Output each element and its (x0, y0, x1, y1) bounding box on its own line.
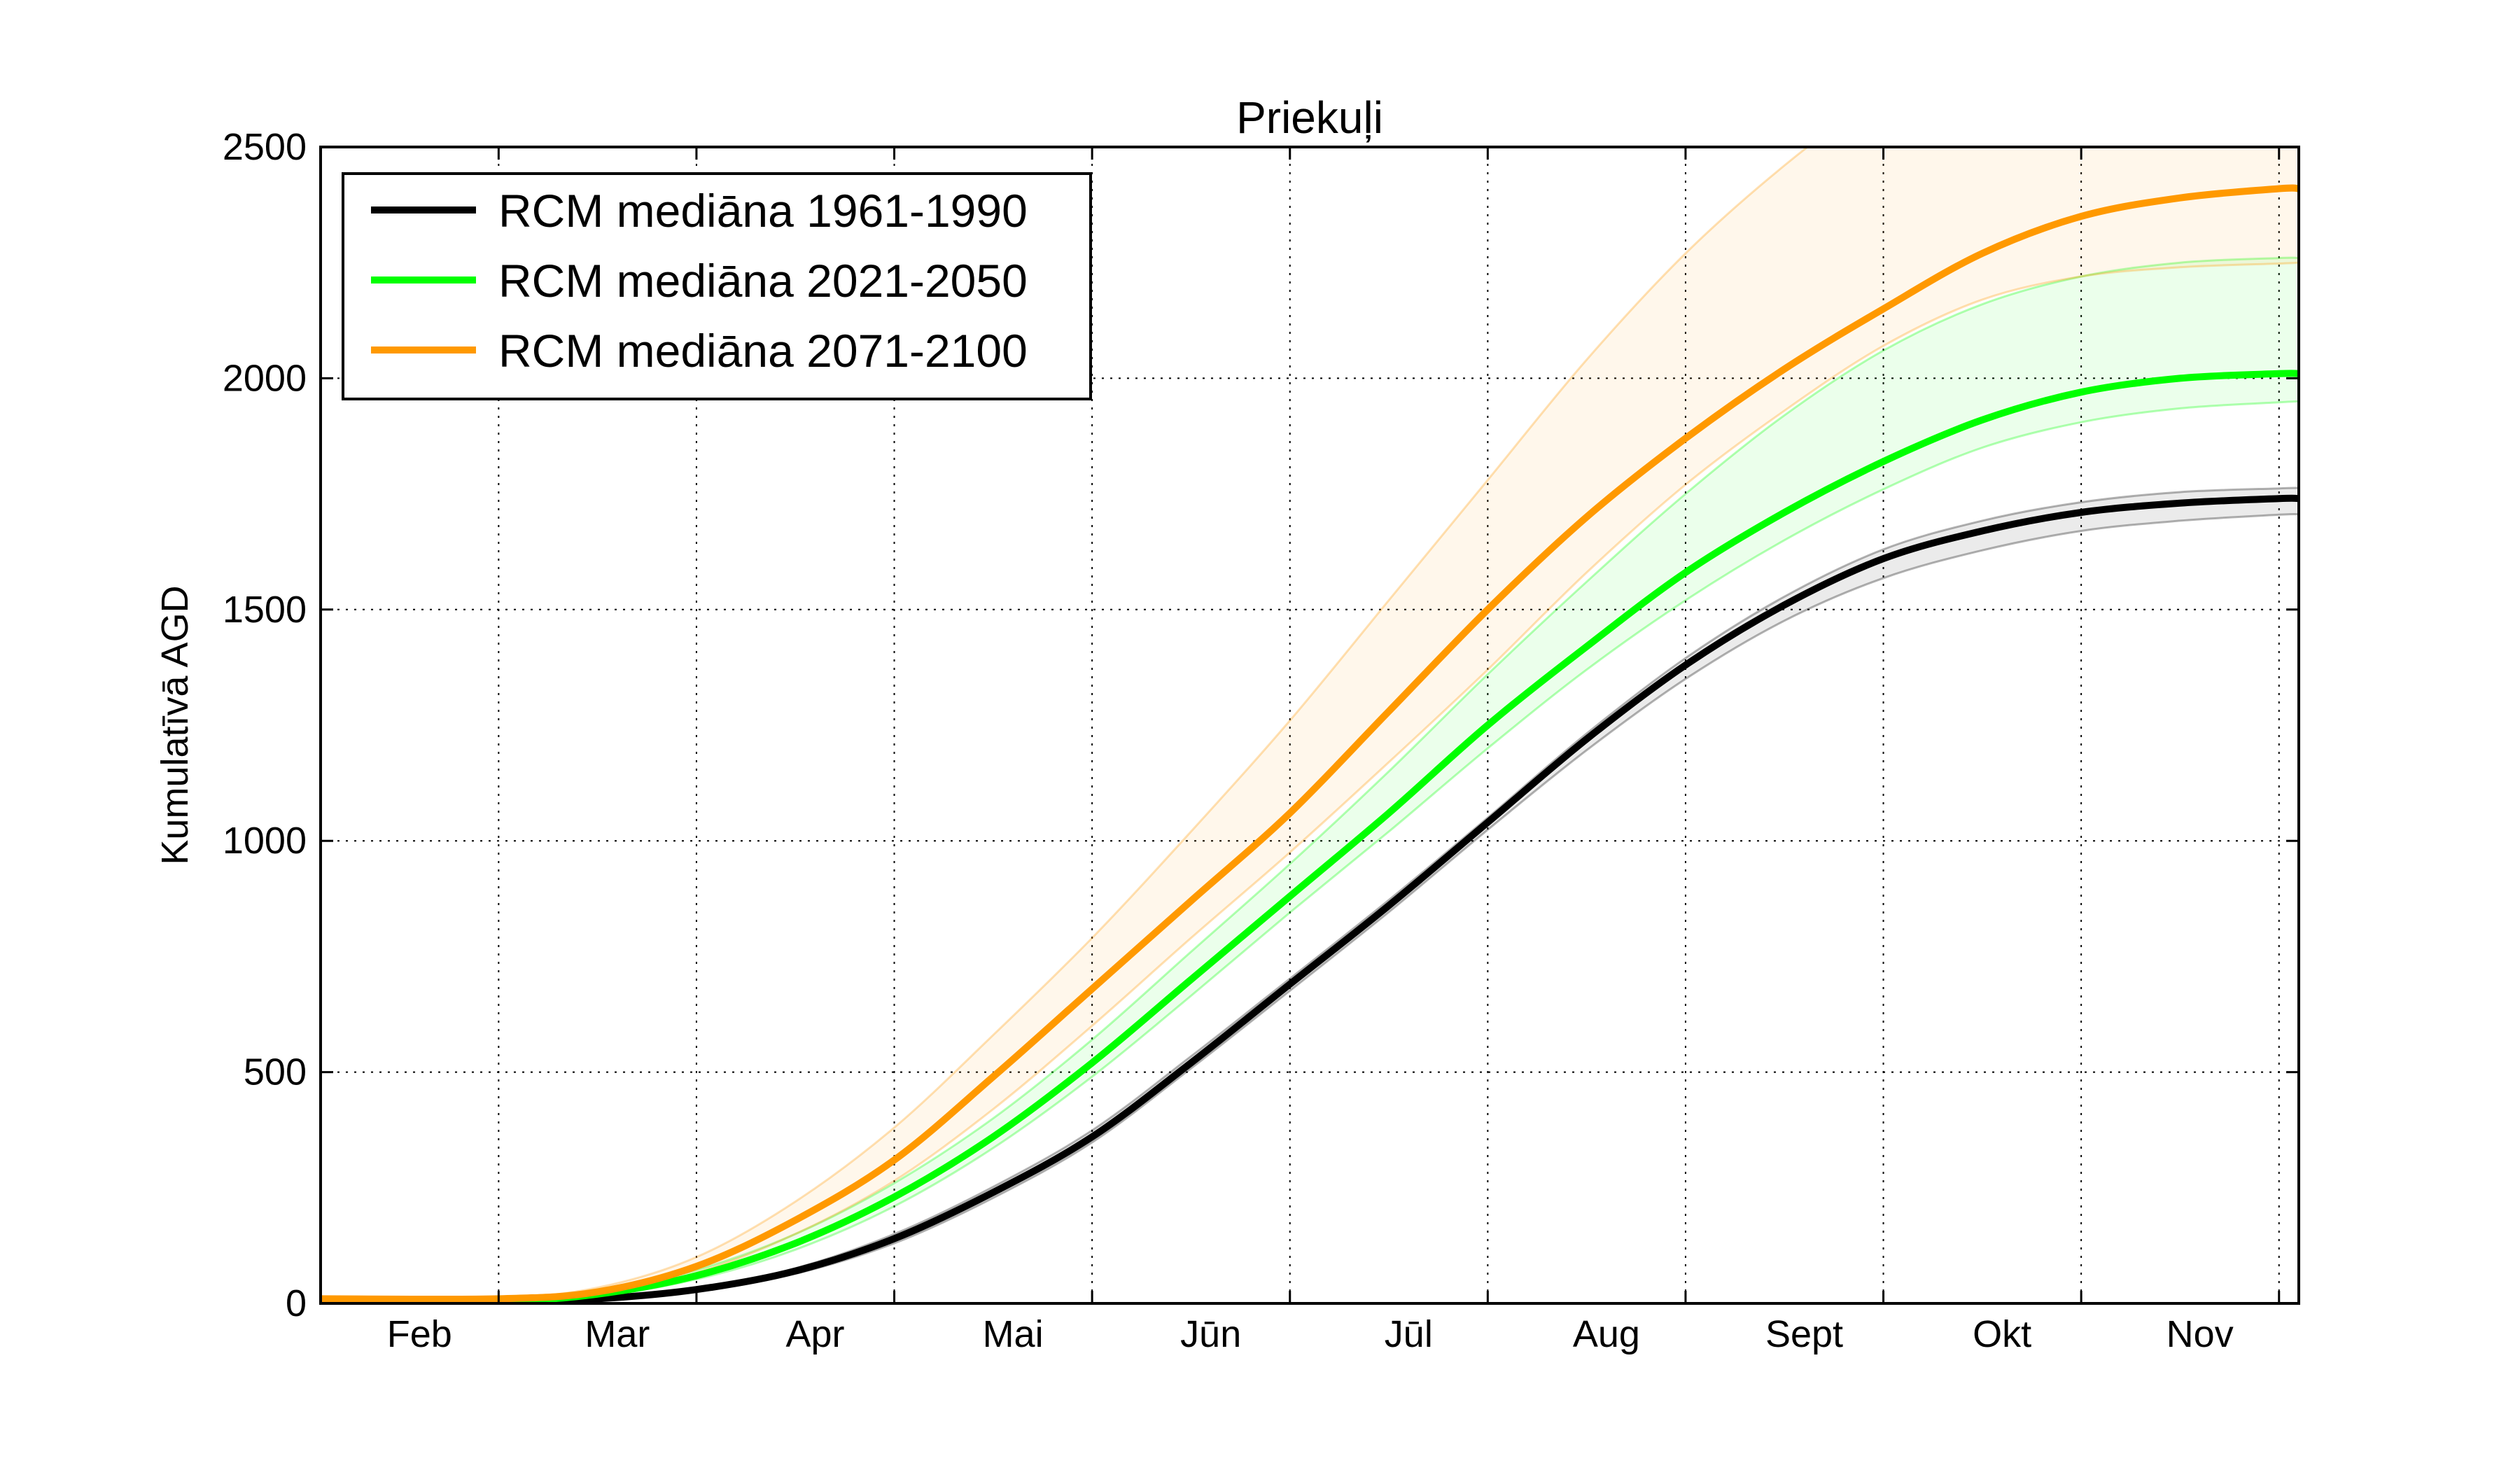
x-tick-label: Feb (387, 1313, 452, 1355)
x-tick-label: Nov (2166, 1313, 2234, 1355)
x-tick-label: Okt (1973, 1313, 2031, 1355)
y-tick-label: 0 (286, 1282, 307, 1324)
y-tick-label: 2000 (223, 357, 307, 399)
y-axis: 0 500 1000 1500 2000 2500 (223, 126, 2299, 1324)
x-tick-label: Jūl (1385, 1313, 1433, 1355)
chart-title: Priekuļi (1236, 92, 1383, 143)
series-2-band-upper (321, 256, 2299, 1303)
x-tick-label: Apr (785, 1313, 844, 1355)
x-tick-label: Jūn (1180, 1313, 1241, 1355)
series-1-line (321, 494, 2299, 1303)
series-3-band (321, 147, 2299, 1302)
y-tick-label: 2500 (223, 126, 307, 168)
series-3-line (321, 184, 2299, 1303)
legend-label: RCM mediāna 2071-2100 (498, 325, 1028, 377)
y-tick-label: 500 (244, 1051, 307, 1093)
median-lines (321, 184, 2299, 1303)
series-3-band-upper (321, 147, 1809, 1300)
x-tick-label: Mai (983, 1313, 1044, 1355)
x-tick-label: Aug (1573, 1313, 1640, 1355)
legend-label: RCM mediāna 2021-2050 (498, 255, 1028, 307)
series-2-line (321, 370, 2299, 1303)
x-axis: Feb Mar Apr Mai Jūn Jūl Aug Sept Okt Nov (387, 147, 2281, 1355)
y-tick-label: 1000 (223, 820, 307, 862)
plot-frame (319, 146, 2300, 1305)
y-tick-label: 1500 (223, 589, 307, 631)
x-tick-label: Mar (584, 1313, 650, 1355)
legend-label: RCM mediāna 1961-1990 (498, 185, 1028, 237)
legend: RCM mediāna 1961-1990 RCM mediāna 2021-20… (342, 172, 1092, 400)
series-2-band (321, 258, 2299, 1302)
y-axis-label: Kumulatīvā AGD (154, 585, 196, 864)
series-2-band-lower (321, 400, 2299, 1303)
series-3-band-lower (321, 261, 2299, 1303)
x-tick-label: Sept (1765, 1313, 1843, 1355)
